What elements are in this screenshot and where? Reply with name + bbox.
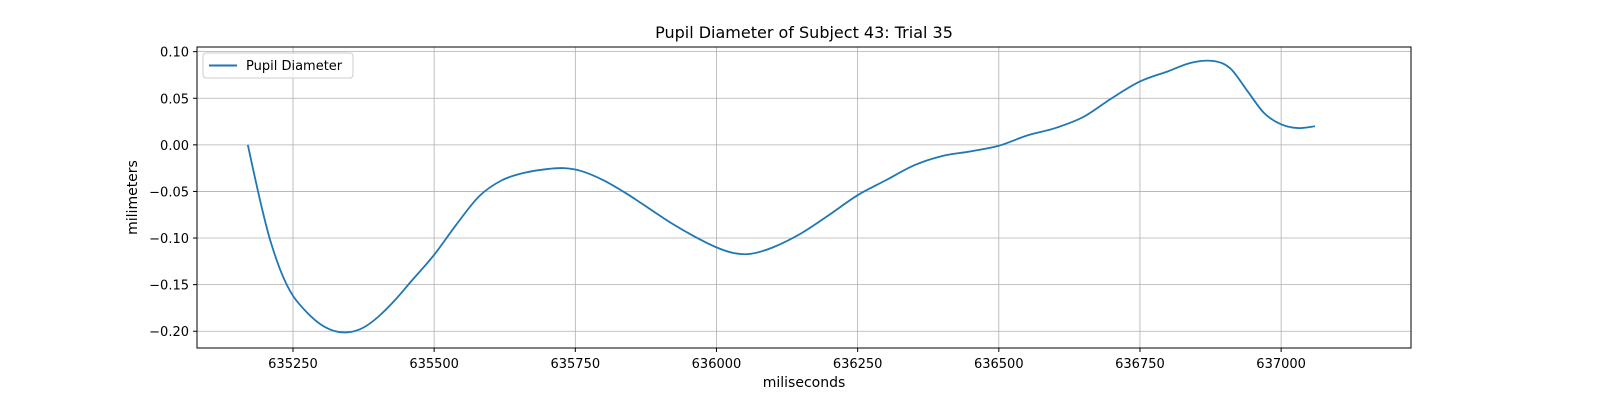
y-tick-label: 0.05: [160, 92, 189, 107]
series-layer: [246, 59, 1316, 334]
y-axis: −0.20 −0.15 −0.10 −0.05 0.00 0.05 0.10: [149, 46, 197, 340]
x-tick-label: 635750: [550, 357, 600, 372]
x-tick-label: 635250: [268, 357, 318, 372]
y-tick-label: −0.15: [149, 279, 189, 294]
legend: Pupil Diameter: [202, 52, 354, 79]
series-line: [246, 59, 1316, 334]
grid: [197, 47, 1411, 348]
y-axis-title: milimeters: [125, 160, 141, 235]
x-tick-label: 636750: [1115, 357, 1165, 372]
x-tick-label: 636500: [974, 357, 1024, 372]
legend-label: Pupil Diameter: [246, 59, 343, 74]
y-tick-label: 0.00: [160, 139, 189, 154]
x-axis-title: miliseconds: [763, 375, 846, 391]
y-tick-label: −0.20: [149, 325, 189, 340]
y-tick-label: −0.05: [149, 185, 189, 200]
plot-frame: [196, 46, 1412, 349]
legend-box: [202, 52, 354, 79]
x-tick-label: 637000: [1256, 357, 1306, 372]
y-tick-label: 0.10: [160, 46, 189, 61]
x-axis: 635250 635500 635750 636000 636250 636500 6367…: [268, 348, 1306, 372]
x-tick-label: 636250: [833, 357, 883, 372]
y-tick-label: −0.10: [149, 232, 189, 247]
x-tick-label: 635500: [409, 357, 459, 372]
x-tick-label: 636000: [692, 357, 742, 372]
chart-title: Pupil Diameter of Subject 43: Trial 35: [655, 23, 953, 42]
